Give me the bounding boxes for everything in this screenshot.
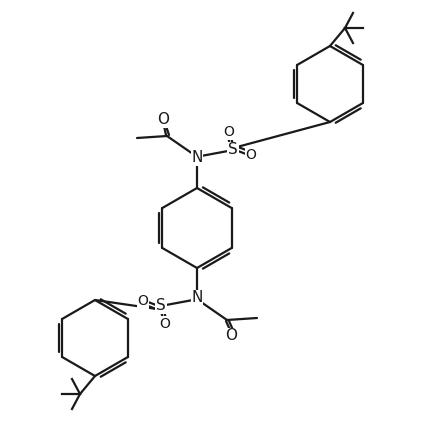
Text: S: S xyxy=(156,298,166,314)
Text: N: N xyxy=(191,290,203,306)
Text: O: O xyxy=(245,148,257,162)
Text: O: O xyxy=(225,329,237,343)
Text: S: S xyxy=(228,143,238,157)
Text: O: O xyxy=(137,294,148,308)
Text: O: O xyxy=(223,125,234,139)
Text: O: O xyxy=(159,317,170,331)
Text: N: N xyxy=(191,150,203,165)
Text: O: O xyxy=(157,112,169,128)
